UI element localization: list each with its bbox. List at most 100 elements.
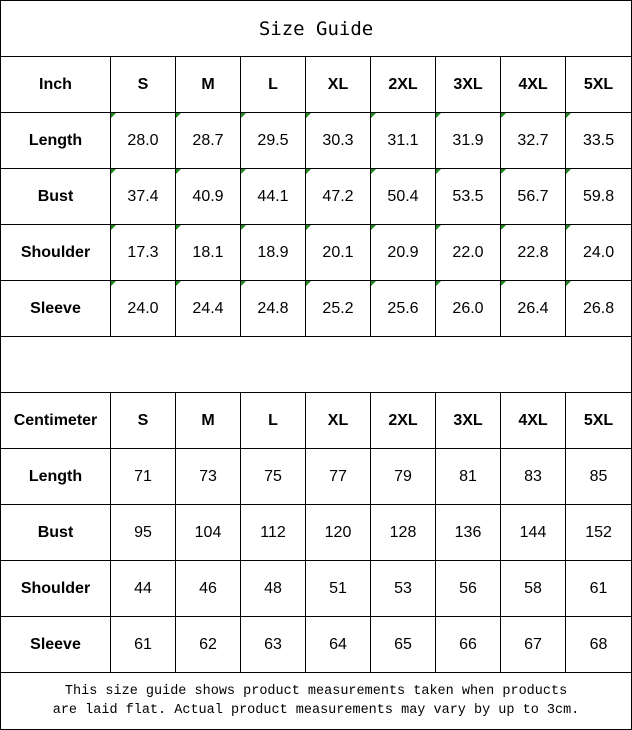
- table-row: Shoulder 17.3 18.1 18.9 20.1 20.9 22.0 22.8 24.0: [0, 224, 632, 281]
- measurement-cell: 71: [110, 448, 176, 505]
- measurement-cell: 29.5: [240, 112, 306, 169]
- measurement-cell: 22.8: [500, 224, 566, 281]
- measurement-cell: 26.4: [500, 280, 566, 337]
- measurement-cell: 75: [240, 448, 306, 505]
- measurement-cell: 65: [370, 616, 436, 673]
- row-label: Length: [0, 448, 111, 505]
- table-row: Length 28.0 28.7 29.5 30.3 31.1 31.9 32.7 33.5: [0, 112, 632, 169]
- measurement-cell: 67: [500, 616, 566, 673]
- size-header: S: [110, 56, 176, 113]
- measurement-cell: 53.5: [435, 168, 501, 225]
- measurement-cell: 28.0: [110, 112, 176, 169]
- measurement-cell: 44: [110, 560, 176, 617]
- measurement-cell: 95: [110, 504, 176, 561]
- measurement-cell: 62: [175, 616, 241, 673]
- measurement-cell: 20.1: [305, 224, 371, 281]
- measurement-cell: 44.1: [240, 168, 306, 225]
- table-row: Bust 95 104 112 120 128 136 144 152: [0, 504, 632, 561]
- measurement-cell: 24.8: [240, 280, 306, 337]
- measurement-cell: 63: [240, 616, 306, 673]
- measurement-cell: 112: [240, 504, 306, 561]
- size-header: 4XL: [500, 392, 566, 449]
- measurement-cell: 26.0: [435, 280, 501, 337]
- size-header: 4XL: [500, 56, 566, 113]
- cm-header-row: Centimeter S M L XL 2XL 3XL 4XL 5XL: [0, 392, 632, 449]
- measurement-cell: 40.9: [175, 168, 241, 225]
- measurement-cell: 18.1: [175, 224, 241, 281]
- measurement-cell: 61: [564, 560, 632, 617]
- measurement-cell: 51: [305, 560, 371, 617]
- measurement-cell: 28.7: [175, 112, 241, 169]
- measurement-cell: 24.4: [175, 280, 241, 337]
- size-header: 3XL: [435, 392, 501, 449]
- size-header: XL: [305, 392, 371, 449]
- measurement-cell: 47.2: [305, 168, 371, 225]
- measurement-cell: 85: [564, 448, 632, 505]
- size-header: 3XL: [435, 56, 501, 113]
- measurement-cell: 31.9: [435, 112, 501, 169]
- page-title: Size Guide: [0, 0, 632, 57]
- measurement-cell: 31.1: [370, 112, 436, 169]
- row-label: Sleeve: [0, 280, 111, 337]
- measurement-cell: 37.4: [110, 168, 176, 225]
- measurement-cell: 83: [500, 448, 566, 505]
- table-row: Length 71 73 75 77 79 81 83 85: [0, 448, 632, 505]
- measurement-cell: 25.6: [370, 280, 436, 337]
- size-header: 2XL: [370, 392, 436, 449]
- inch-header-row: Inch S M L XL 2XL 3XL 4XL 5XL: [0, 56, 632, 113]
- measurement-note: This size guide shows product measuremen…: [0, 672, 632, 730]
- table-row: Bust 37.4 40.9 44.1 47.2 50.4 53.5 56.7 59.8: [0, 168, 632, 225]
- measurement-cell: 77: [305, 448, 371, 505]
- size-header: 5XL: [564, 56, 632, 113]
- table-row: Sleeve 24.0 24.4 24.8 25.2 25.6 26.0 26.4 26.8: [0, 280, 632, 337]
- row-label: Sleeve: [0, 616, 111, 673]
- table-row: Shoulder 44 46 48 51 53 56 58 61: [0, 560, 632, 617]
- size-header: 2XL: [370, 56, 436, 113]
- measurement-cell: 50.4: [370, 168, 436, 225]
- measurement-cell: 53: [370, 560, 436, 617]
- measurement-cell: 144: [500, 504, 566, 561]
- size-header: 5XL: [564, 392, 632, 449]
- size-header: L: [240, 392, 306, 449]
- unit-label: Inch: [0, 56, 111, 113]
- row-label: Shoulder: [0, 224, 111, 281]
- size-header: M: [175, 392, 241, 449]
- measurement-cell: 20.9: [370, 224, 436, 281]
- note-row: This size guide shows product measuremen…: [0, 672, 632, 730]
- spacer-row: [0, 336, 632, 393]
- size-header: S: [110, 392, 176, 449]
- measurement-cell: 61: [110, 616, 176, 673]
- measurement-cell: 18.9: [240, 224, 306, 281]
- measurement-cell: 59.8: [564, 168, 632, 225]
- note-line-2: are laid flat. Actual product measuremen…: [52, 703, 580, 718]
- measurement-cell: 56.7: [500, 168, 566, 225]
- size-header: M: [175, 56, 241, 113]
- measurement-cell: 152: [564, 504, 632, 561]
- measurement-cell: 128: [370, 504, 436, 561]
- measurement-cell: 26.8: [564, 280, 632, 337]
- row-label: Shoulder: [0, 560, 111, 617]
- measurement-cell: 56: [435, 560, 501, 617]
- measurement-cell: 46: [175, 560, 241, 617]
- table-row: Sleeve 61 62 63 64 65 66 67 68: [0, 616, 632, 673]
- measurement-cell: 24.0: [564, 224, 632, 281]
- measurement-cell: 68: [564, 616, 632, 673]
- measurement-cell: 32.7: [500, 112, 566, 169]
- size-header: L: [240, 56, 306, 113]
- measurement-cell: 136: [435, 504, 501, 561]
- measurement-cell: 48: [240, 560, 306, 617]
- measurement-cell: 66: [435, 616, 501, 673]
- row-label: Bust: [0, 504, 111, 561]
- measurement-cell: 58: [500, 560, 566, 617]
- measurement-cell: 30.3: [305, 112, 371, 169]
- unit-label: Centimeter: [0, 392, 111, 449]
- measurement-cell: 104: [175, 504, 241, 561]
- measurement-cell: 22.0: [435, 224, 501, 281]
- measurement-cell: 25.2: [305, 280, 371, 337]
- row-label: Length: [0, 112, 111, 169]
- measurement-cell: 73: [175, 448, 241, 505]
- measurement-cell: 120: [305, 504, 371, 561]
- measurement-cell: 64: [305, 616, 371, 673]
- measurement-cell: 17.3: [110, 224, 176, 281]
- measurement-cell: 81: [435, 448, 501, 505]
